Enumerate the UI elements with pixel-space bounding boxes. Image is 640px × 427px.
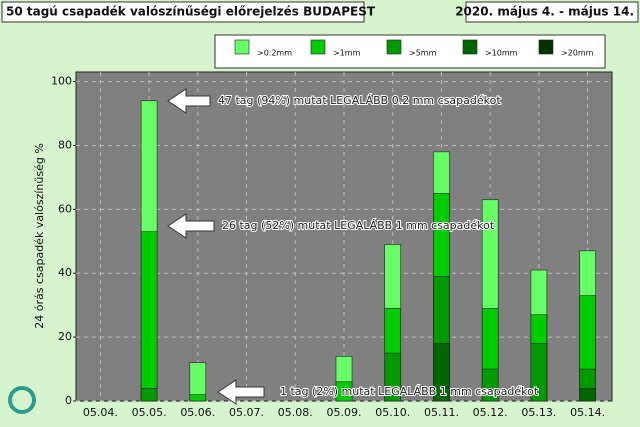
- y-tick-label: 80: [58, 138, 72, 151]
- y-tick-label: 100: [51, 75, 72, 88]
- chart-title: 50 tagú csapadék valószínűségi előrejelz…: [6, 5, 376, 19]
- y-tick-label: 0: [65, 394, 72, 407]
- legend-label: >1mm: [333, 49, 361, 58]
- x-tick-label: 05.11.: [424, 406, 459, 419]
- x-tick-label: 05.05.: [132, 406, 167, 419]
- bar: [140, 231, 158, 402]
- bar: [384, 352, 402, 402]
- legend-swatch: [462, 39, 478, 55]
- arrow: [217, 379, 265, 405]
- y-tick-label: 20: [58, 330, 72, 343]
- x-tick-label: 05.14.: [570, 406, 605, 419]
- x-tick-label: 05.10.: [375, 406, 410, 419]
- annotation: 47 tag (94%) mutat LEGALÁBB 0.2 mm csapa…: [218, 94, 501, 107]
- annotation: 1 tag (2%) mutat LEGALÁBB 1 mm csapadéko…: [280, 385, 539, 398]
- legend-label: >20mm: [561, 49, 594, 58]
- annotation: 26 tag (52%) mutat LEGALÁBB 1 mm csapadé…: [222, 219, 495, 232]
- legend-entries: >0.2mm >1mm >5mm >10mm >20mm: [234, 39, 594, 58]
- x-tick-label: 05.09.: [327, 406, 362, 419]
- bar: [481, 368, 499, 402]
- x-tick-label: 05.06.: [180, 406, 215, 419]
- bar: [140, 387, 158, 402]
- bar: [530, 343, 548, 402]
- bar: [433, 343, 450, 402]
- x-tick-label: 05.13.: [521, 406, 556, 419]
- y-tick-label: 40: [58, 266, 72, 279]
- logo: [8, 386, 36, 414]
- arrow: [167, 88, 211, 114]
- legend-swatch: [234, 39, 250, 55]
- legend-swatch: [310, 39, 326, 55]
- date-range: 2020. május 4. - május 14.: [455, 5, 634, 19]
- legend-label: >10mm: [485, 49, 518, 58]
- bar: [335, 381, 353, 402]
- x-tick-label: 05.07.: [229, 406, 264, 419]
- arrow: [167, 213, 215, 239]
- bar: [189, 394, 207, 402]
- y-tick-label: 60: [58, 202, 72, 215]
- legend-swatch: [538, 39, 554, 55]
- x-tick-label: 05.04.: [83, 406, 118, 419]
- legend-label: >0.2mm: [257, 49, 292, 58]
- legend-swatch: [386, 39, 402, 55]
- bars: [76, 72, 612, 402]
- date-box: [465, 1, 639, 23]
- y-axis-label: 24 órás csapadék valószínűség %: [33, 143, 46, 329]
- title-box: [1, 1, 365, 23]
- bar: [579, 387, 596, 402]
- x-tick-label: 05.08.: [278, 406, 313, 419]
- legend-label: >5mm: [409, 49, 437, 58]
- x-tick-label: 05.12.: [473, 406, 508, 419]
